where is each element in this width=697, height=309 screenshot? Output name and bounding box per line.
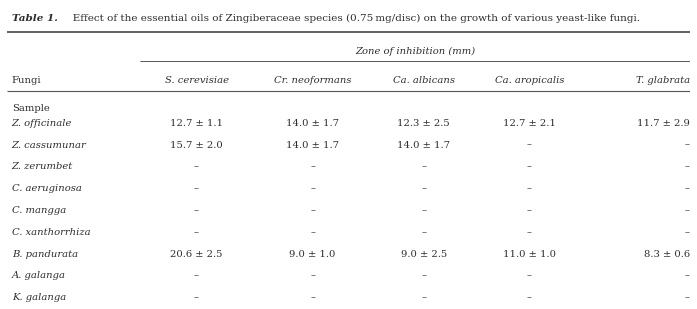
Text: 12.3 ± 2.5: 12.3 ± 2.5 xyxy=(397,119,450,128)
Text: –: – xyxy=(194,228,199,237)
Text: –: – xyxy=(421,184,426,193)
Text: T. glabrata: T. glabrata xyxy=(636,76,690,85)
Text: B. pandurata: B. pandurata xyxy=(12,250,78,259)
Text: 12.7 ± 1.1: 12.7 ± 1.1 xyxy=(170,119,223,128)
Text: –: – xyxy=(310,293,315,302)
Text: –: – xyxy=(310,162,315,171)
Text: –: – xyxy=(685,271,690,280)
Text: –: – xyxy=(685,162,690,171)
Text: 9.0 ± 1.0: 9.0 ± 1.0 xyxy=(289,250,336,259)
Text: Effect of the essential oils of Zingiberaceae species (0.75 mg/disc) on the grow: Effect of the essential oils of Zingiber… xyxy=(63,14,640,23)
Text: Cr. neoformans: Cr. neoformans xyxy=(274,76,351,85)
Text: 8.3 ± 0.6: 8.3 ± 0.6 xyxy=(644,250,690,259)
Text: –: – xyxy=(527,206,532,215)
Text: Zone of inhibition (mm): Zone of inhibition (mm) xyxy=(355,47,475,56)
Text: K. galanga: K. galanga xyxy=(12,293,66,302)
Text: 14.0 ± 1.7: 14.0 ± 1.7 xyxy=(397,141,450,150)
Text: S. cerevisiae: S. cerevisiae xyxy=(164,76,229,85)
Text: –: – xyxy=(194,271,199,280)
Text: C. xanthorrhiza: C. xanthorrhiza xyxy=(12,228,91,237)
Text: A. galanga: A. galanga xyxy=(12,271,66,280)
Text: –: – xyxy=(685,293,690,302)
Text: 12.7 ± 2.1: 12.7 ± 2.1 xyxy=(503,119,556,128)
Text: –: – xyxy=(421,271,426,280)
Text: 14.0 ± 1.7: 14.0 ± 1.7 xyxy=(286,119,339,128)
Text: Fungi: Fungi xyxy=(12,76,41,85)
Text: C. mangga: C. mangga xyxy=(12,206,66,215)
Text: –: – xyxy=(527,271,532,280)
Text: –: – xyxy=(527,141,532,150)
Text: –: – xyxy=(310,228,315,237)
Text: –: – xyxy=(421,206,426,215)
Text: Ca. aropicalis: Ca. aropicalis xyxy=(495,76,565,85)
Text: –: – xyxy=(194,293,199,302)
Text: –: – xyxy=(685,184,690,193)
Text: –: – xyxy=(421,293,426,302)
Text: 9.0 ± 2.5: 9.0 ± 2.5 xyxy=(401,250,447,259)
Text: C. aeruginosa: C. aeruginosa xyxy=(12,184,82,193)
Text: –: – xyxy=(421,162,426,171)
Text: –: – xyxy=(527,184,532,193)
Text: Sample: Sample xyxy=(12,104,49,112)
Text: –: – xyxy=(685,206,690,215)
Text: –: – xyxy=(421,228,426,237)
Text: Z. officinale: Z. officinale xyxy=(12,119,72,128)
Text: –: – xyxy=(685,228,690,237)
Text: 14.0 ± 1.7: 14.0 ± 1.7 xyxy=(286,141,339,150)
Text: –: – xyxy=(527,228,532,237)
Text: –: – xyxy=(310,206,315,215)
Text: Z. zerumbet: Z. zerumbet xyxy=(12,162,73,171)
Text: Table 1.: Table 1. xyxy=(12,14,58,23)
Text: Z. cassumunar: Z. cassumunar xyxy=(12,141,86,150)
Text: 11.7 ± 2.9: 11.7 ± 2.9 xyxy=(637,119,690,128)
Text: –: – xyxy=(527,162,532,171)
Text: –: – xyxy=(194,162,199,171)
Text: 15.7 ± 2.0: 15.7 ± 2.0 xyxy=(170,141,223,150)
Text: –: – xyxy=(310,184,315,193)
Text: –: – xyxy=(194,184,199,193)
Text: –: – xyxy=(685,141,690,150)
Text: Ca. albicans: Ca. albicans xyxy=(392,76,454,85)
Text: –: – xyxy=(527,293,532,302)
Text: 11.0 ± 1.0: 11.0 ± 1.0 xyxy=(503,250,556,259)
Text: 20.6 ± 2.5: 20.6 ± 2.5 xyxy=(170,250,223,259)
Text: –: – xyxy=(310,271,315,280)
Text: –: – xyxy=(194,206,199,215)
